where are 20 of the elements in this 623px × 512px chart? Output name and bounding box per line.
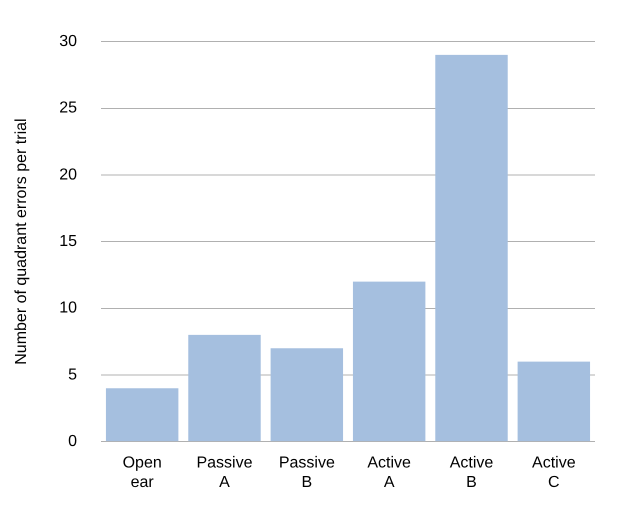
bar (270, 348, 344, 442)
y-tick-label: 20 (59, 166, 78, 184)
bar (188, 334, 261, 442)
x-tick-label: Passive B (278, 454, 335, 491)
y-tick-label: 15 (59, 233, 78, 250)
x-tick-label: Active A (367, 454, 412, 491)
bar (106, 388, 178, 442)
y-tick-label: 10 (59, 300, 78, 317)
y-tick-label: 30 (59, 33, 78, 50)
x-tick-label: Active B (450, 454, 494, 491)
x-tick-label: Active C (532, 454, 576, 491)
y-tick-label: 25 (59, 100, 78, 117)
bar (435, 54, 508, 442)
x-tick-label: Open ear (122, 454, 162, 491)
y-axis-title: Number of quadrant errors per trial (13, 118, 30, 365)
y-tick-label: 0 (68, 433, 78, 450)
x-tick-label: Passive A (196, 454, 253, 491)
y-tick-label: 5 (68, 366, 78, 384)
bar (352, 282, 426, 442)
bar (518, 362, 590, 442)
